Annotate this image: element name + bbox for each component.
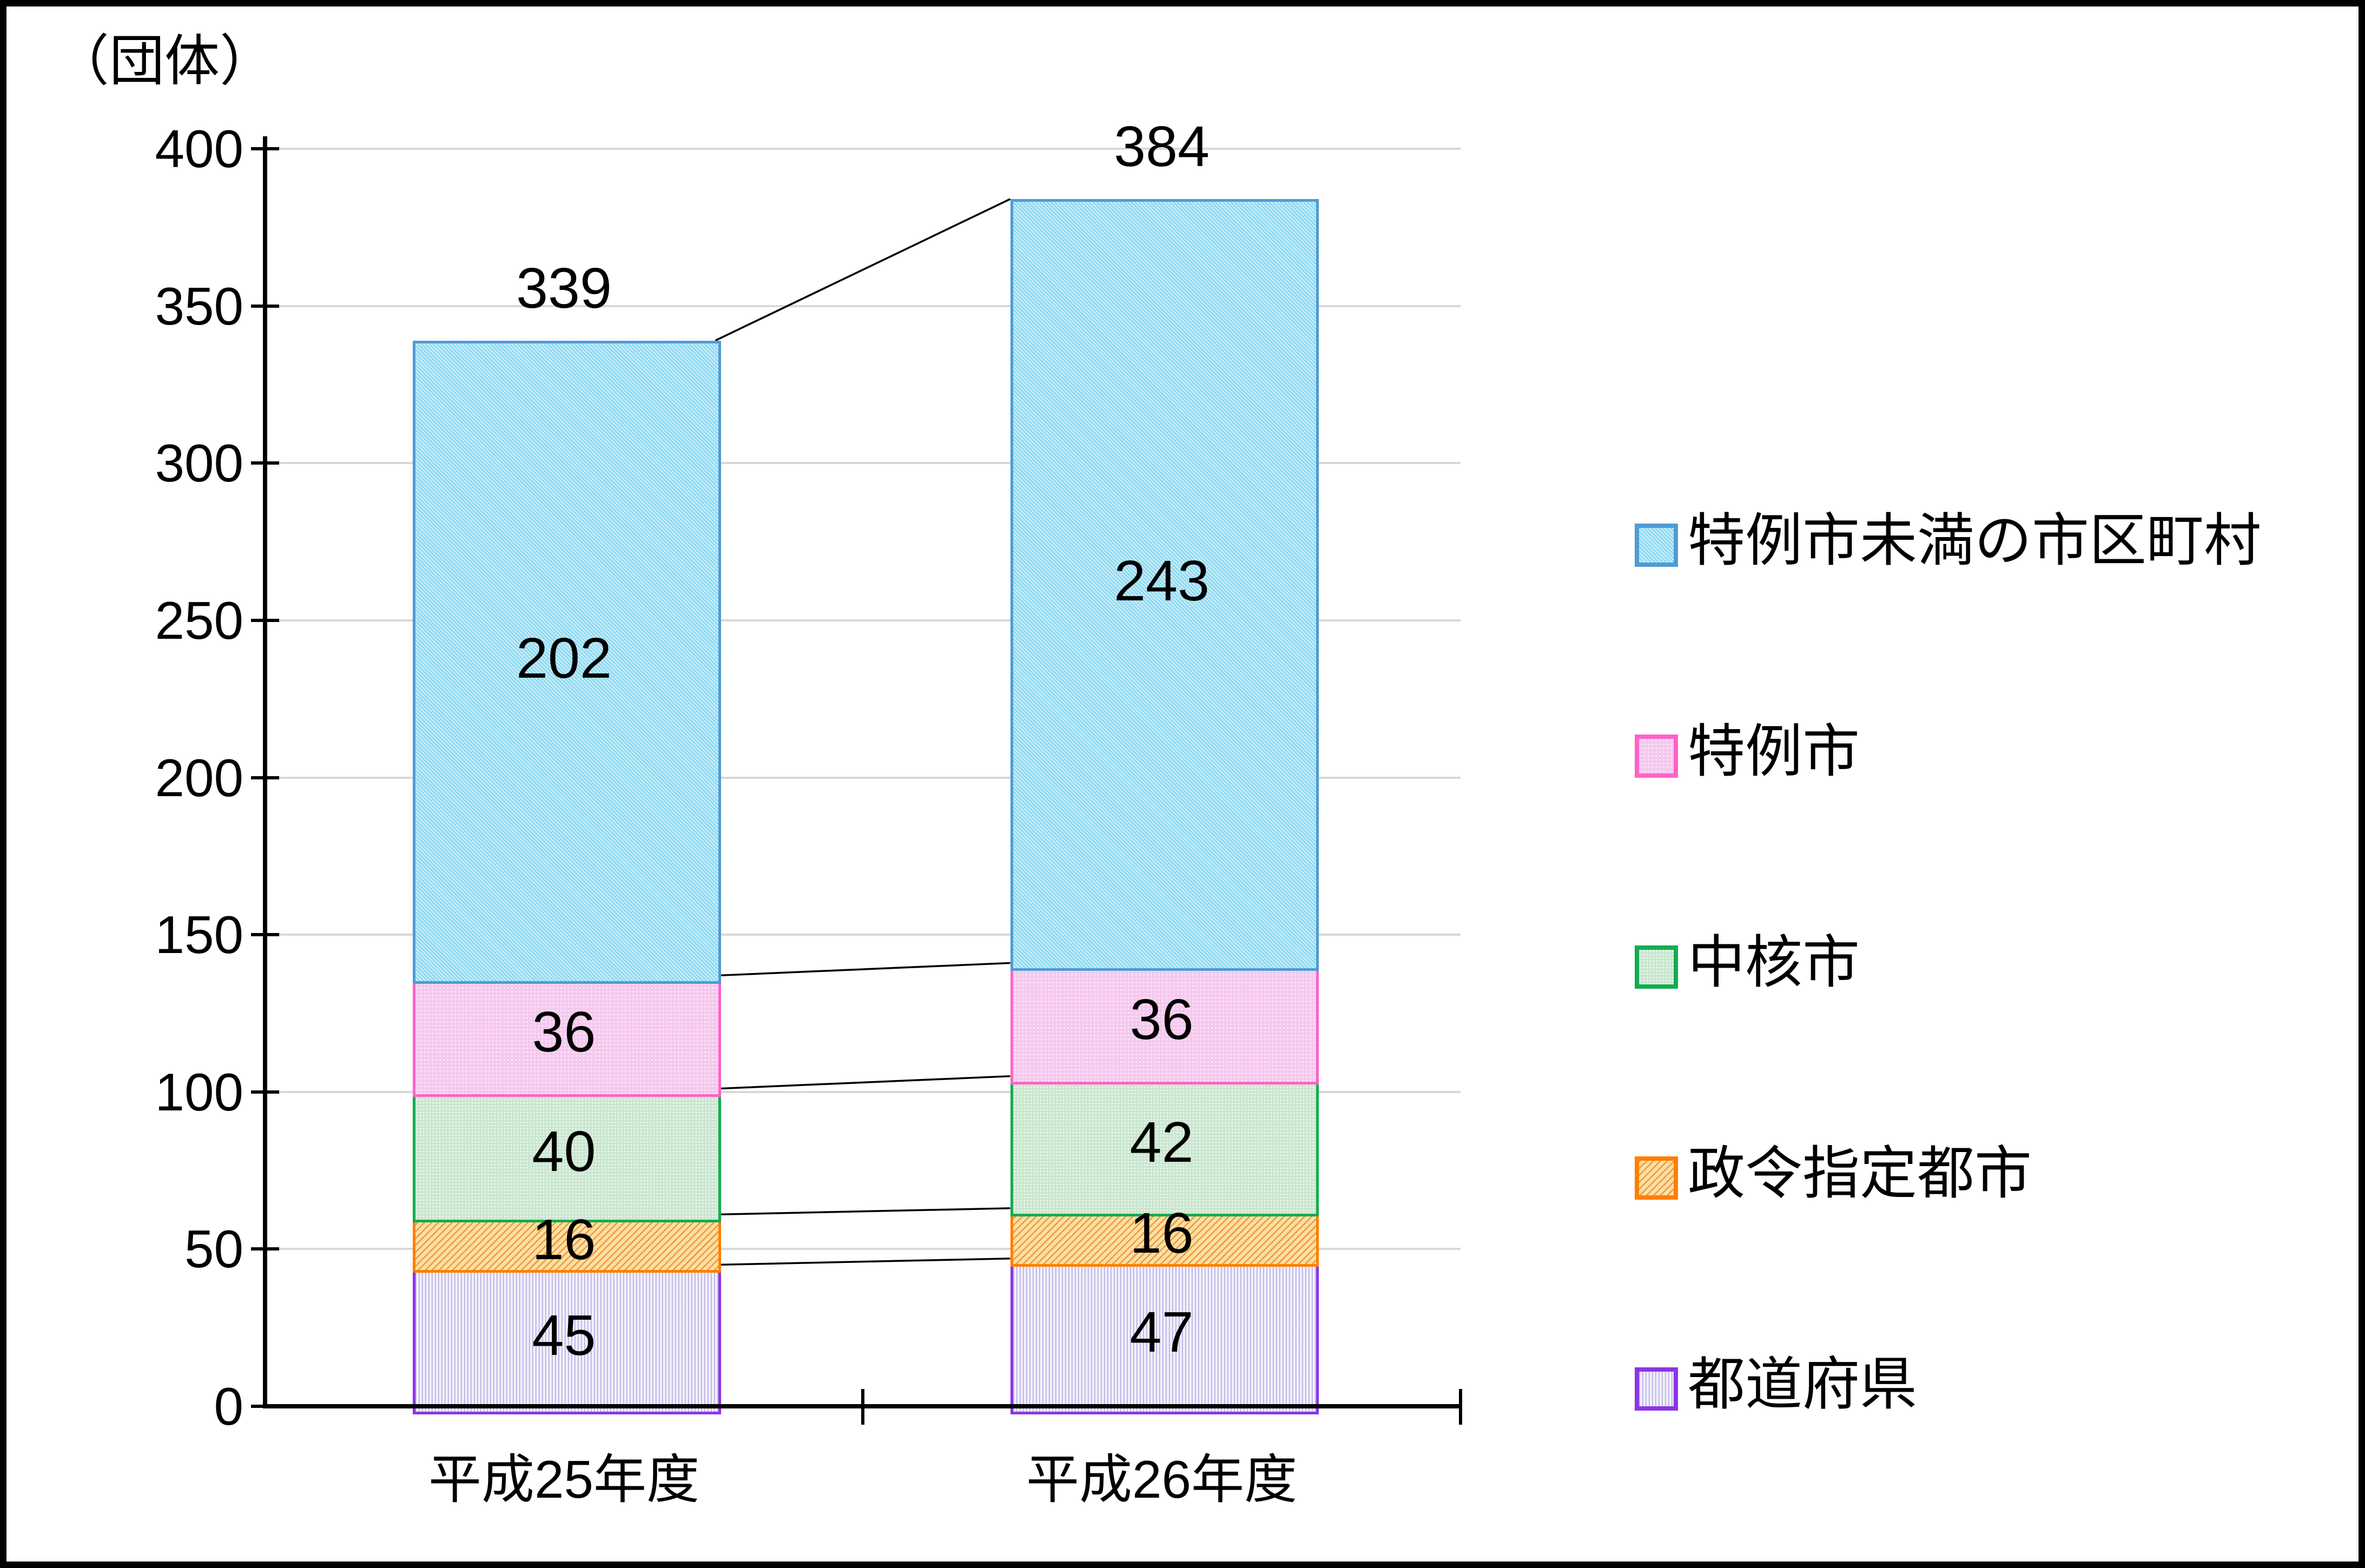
y-gridline bbox=[265, 1090, 1461, 1093]
bar-segment-特例市未満の市区町村-平成25年度 bbox=[412, 340, 721, 984]
bar-segment-政令指定都市-平成25年度 bbox=[412, 1214, 721, 1273]
legend-label-都道府県: 都道府県 bbox=[1688, 1353, 1917, 1417]
y-gridline bbox=[265, 776, 1461, 779]
legend-swatch-特例市未満の市区町村 bbox=[1635, 524, 1678, 567]
y-axis-tick bbox=[251, 304, 279, 308]
y-axis-tick bbox=[251, 1247, 279, 1251]
x-axis-tick bbox=[1459, 1389, 1462, 1425]
y-axis-tick-label: 0 bbox=[214, 1377, 243, 1436]
segment-value-label-特例市未満の市区町村-平成25年度: 202 bbox=[516, 626, 612, 690]
segment-value-label-中核市-平成26年度: 42 bbox=[1129, 1110, 1194, 1174]
segment-value-label-都道府県-平成26年度: 47 bbox=[1129, 1300, 1194, 1365]
y-axis-tick-label: 150 bbox=[155, 905, 243, 965]
bar-total-label-平成25年度: 339 bbox=[516, 256, 612, 320]
segment-value-label-特例市-平成26年度: 36 bbox=[1129, 988, 1194, 1052]
y-axis-tick-label: 250 bbox=[155, 590, 243, 650]
y-gridline bbox=[265, 305, 1461, 307]
segment-value-label-特例市未満の市区町村-平成26年度: 243 bbox=[1114, 549, 1210, 613]
y-axis-tick-label: 50 bbox=[184, 1219, 243, 1279]
legend-swatch-中核市 bbox=[1635, 945, 1678, 989]
connector-line bbox=[715, 1258, 1010, 1266]
y-axis-tick-label: 200 bbox=[155, 747, 243, 808]
bar-segment-都道府県-平成26年度 bbox=[1010, 1258, 1319, 1414]
connector-line bbox=[715, 1207, 1010, 1216]
y-gridline bbox=[265, 934, 1461, 936]
y-axis-tick bbox=[251, 461, 279, 465]
connector-line bbox=[715, 1075, 1010, 1090]
bar-segment-特例市-平成26年度 bbox=[1010, 963, 1319, 1084]
y-gridline bbox=[265, 619, 1461, 621]
segment-value-label-政令指定都市-平成25年度: 16 bbox=[532, 1207, 596, 1272]
bar-segment-中核市-平成26年度 bbox=[1010, 1076, 1319, 1216]
bar-segment-特例市-平成25年度 bbox=[412, 975, 721, 1097]
y-axis-unit-label: （団体） bbox=[54, 30, 275, 92]
y-axis-tick bbox=[251, 618, 279, 622]
y-axis-tick-label: 400 bbox=[155, 119, 243, 178]
y-axis-tick bbox=[251, 933, 279, 937]
legend-label-中核市: 中核市 bbox=[1688, 931, 1860, 995]
connector-line bbox=[715, 198, 1011, 342]
legend-label-政令指定都市: 政令指定都市 bbox=[1688, 1142, 2032, 1206]
connector-line bbox=[715, 962, 1010, 977]
y-gridline bbox=[265, 462, 1461, 465]
bar-segment-中核市-平成25年度 bbox=[412, 1088, 721, 1223]
bar-segment-特例市未満の市区町村-平成26年度 bbox=[1010, 199, 1319, 971]
legend-label-特例市: 特例市 bbox=[1688, 720, 1860, 784]
segment-value-label-政令指定都市-平成26年度: 16 bbox=[1129, 1201, 1194, 1266]
category-label-平成25年度: 平成25年度 bbox=[428, 1450, 699, 1509]
y-gridline bbox=[265, 1248, 1461, 1251]
legend-swatch-特例市 bbox=[1635, 735, 1678, 778]
segment-value-label-中核市-平成25年度: 40 bbox=[532, 1120, 596, 1184]
bar-segment-政令指定都市-平成26年度 bbox=[1010, 1208, 1319, 1267]
y-axis bbox=[263, 136, 267, 1408]
segment-value-label-特例市-平成25年度: 36 bbox=[532, 1000, 596, 1064]
y-axis-tick-label: 100 bbox=[155, 1062, 243, 1122]
bar-total-label-平成26年度: 384 bbox=[1114, 115, 1210, 178]
legend-swatch-都道府県 bbox=[1635, 1367, 1678, 1411]
y-gridline bbox=[265, 148, 1461, 150]
y-axis-tick bbox=[251, 776, 279, 779]
x-axis-tick bbox=[861, 1389, 864, 1425]
y-axis-tick-label: 300 bbox=[155, 433, 243, 493]
legend-swatch-政令指定都市 bbox=[1635, 1156, 1678, 1200]
y-axis-tick-label: 350 bbox=[155, 276, 243, 336]
segment-value-label-都道府県-平成25年度: 45 bbox=[532, 1304, 596, 1368]
y-axis-tick bbox=[251, 147, 279, 150]
y-axis-tick bbox=[251, 1090, 279, 1094]
category-label-平成26年度: 平成26年度 bbox=[1026, 1450, 1297, 1509]
legend-label-特例市未満の市区町村: 特例市未満の市区町村 bbox=[1688, 509, 2261, 573]
y-axis-tick bbox=[251, 1405, 279, 1408]
